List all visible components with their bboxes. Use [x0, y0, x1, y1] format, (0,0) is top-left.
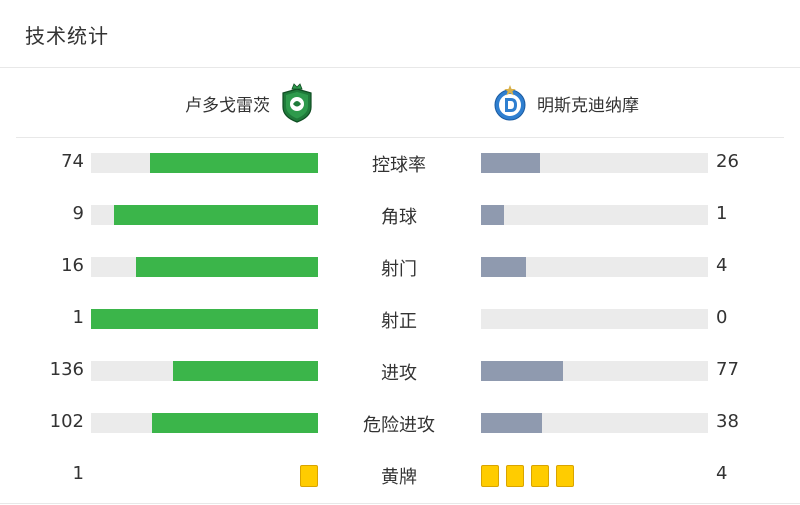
away-value: 4 — [716, 255, 728, 276]
yellow-card-icon — [556, 465, 574, 487]
home-team-name: 卢多戈雷茨 — [185, 95, 270, 116]
away-value: 26 — [716, 151, 739, 172]
stat-label: 射正 — [381, 311, 417, 332]
away-value: 4 — [716, 463, 728, 484]
yellow-card-icon — [531, 465, 549, 487]
stat-row-attacks: 136 进攻 77 — [0, 356, 800, 386]
stat-row-corners: 9 角球 1 — [0, 200, 800, 230]
home-value: 1 — [72, 307, 84, 328]
away-value: 1 — [716, 203, 728, 224]
away-bar-fill — [481, 413, 543, 433]
ludogorets-crest-icon — [282, 83, 312, 123]
home-value: 136 — [49, 359, 84, 380]
home-value: 1 — [72, 463, 84, 484]
away-bar-fill — [481, 205, 504, 225]
home-bar-track — [91, 309, 318, 329]
home-value: 16 — [61, 255, 84, 276]
away-yellow-cards — [481, 465, 574, 487]
stat-row-shots: 16 射门 4 — [0, 252, 800, 282]
home-bar-fill — [152, 413, 318, 433]
yellow-card-icon — [300, 465, 318, 487]
away-bar-track — [481, 153, 708, 173]
yellow-card-icon — [506, 465, 524, 487]
stats-list: 74 控球率 26 9 角球 1 16 射门 4 1 射正 0 136 进攻 7… — [0, 138, 800, 503]
stat-row-yellow-cards: 1 黄牌 4 — [0, 460, 800, 490]
home-bar-track — [91, 413, 318, 433]
dinamo-minsk-crest-icon — [494, 85, 526, 121]
away-bar-fill — [481, 257, 527, 277]
home-bar-fill — [172, 361, 318, 381]
away-bar-track — [481, 361, 708, 381]
bottom-divider — [0, 503, 800, 504]
away-bar-fill — [481, 153, 541, 173]
home-team[interactable]: 卢多戈雷茨 — [185, 68, 314, 138]
stat-row-possession: 74 控球率 26 — [0, 148, 800, 178]
away-bar-track — [481, 205, 708, 225]
home-bar-fill — [136, 257, 318, 277]
home-value: 102 — [49, 411, 84, 432]
stat-row-shots-on-target: 1 射正 0 — [0, 304, 800, 334]
home-bar-track — [91, 361, 318, 381]
home-bar-track — [91, 257, 318, 277]
stat-label: 控球率 — [372, 155, 426, 176]
away-value: 77 — [716, 359, 739, 380]
away-bar-track — [481, 309, 708, 329]
home-bar-fill — [113, 205, 318, 225]
stat-label: 射门 — [381, 259, 417, 280]
page-title: 技术统计 — [25, 24, 109, 48]
away-team[interactable]: 明斯克迪纳摩 — [493, 68, 639, 138]
away-value: 38 — [716, 411, 739, 432]
yellow-card-icon — [481, 465, 499, 487]
away-bar-track — [481, 413, 708, 433]
away-bar-fill — [481, 361, 563, 381]
stat-label: 黄牌 — [381, 467, 417, 488]
home-yellow-cards — [300, 465, 318, 487]
away-value: 0 — [716, 307, 728, 328]
stat-row-dangerous-attacks: 102 危险进攻 38 — [0, 408, 800, 438]
stats-header: 技术统计 — [0, 0, 800, 68]
away-bar-track — [481, 257, 708, 277]
away-team-name: 明斯克迪纳摩 — [537, 95, 639, 116]
home-bar-track — [91, 205, 318, 225]
home-value: 9 — [72, 203, 84, 224]
teams-row: 卢多戈雷茨 明斯克迪纳摩 — [16, 68, 784, 138]
stat-label: 进攻 — [381, 363, 417, 384]
stat-label: 危险进攻 — [363, 415, 435, 436]
home-bar-fill — [91, 309, 318, 329]
stat-label: 角球 — [381, 207, 417, 228]
home-bar-fill — [150, 153, 318, 173]
home-bar-track — [91, 153, 318, 173]
home-value: 74 — [61, 151, 84, 172]
